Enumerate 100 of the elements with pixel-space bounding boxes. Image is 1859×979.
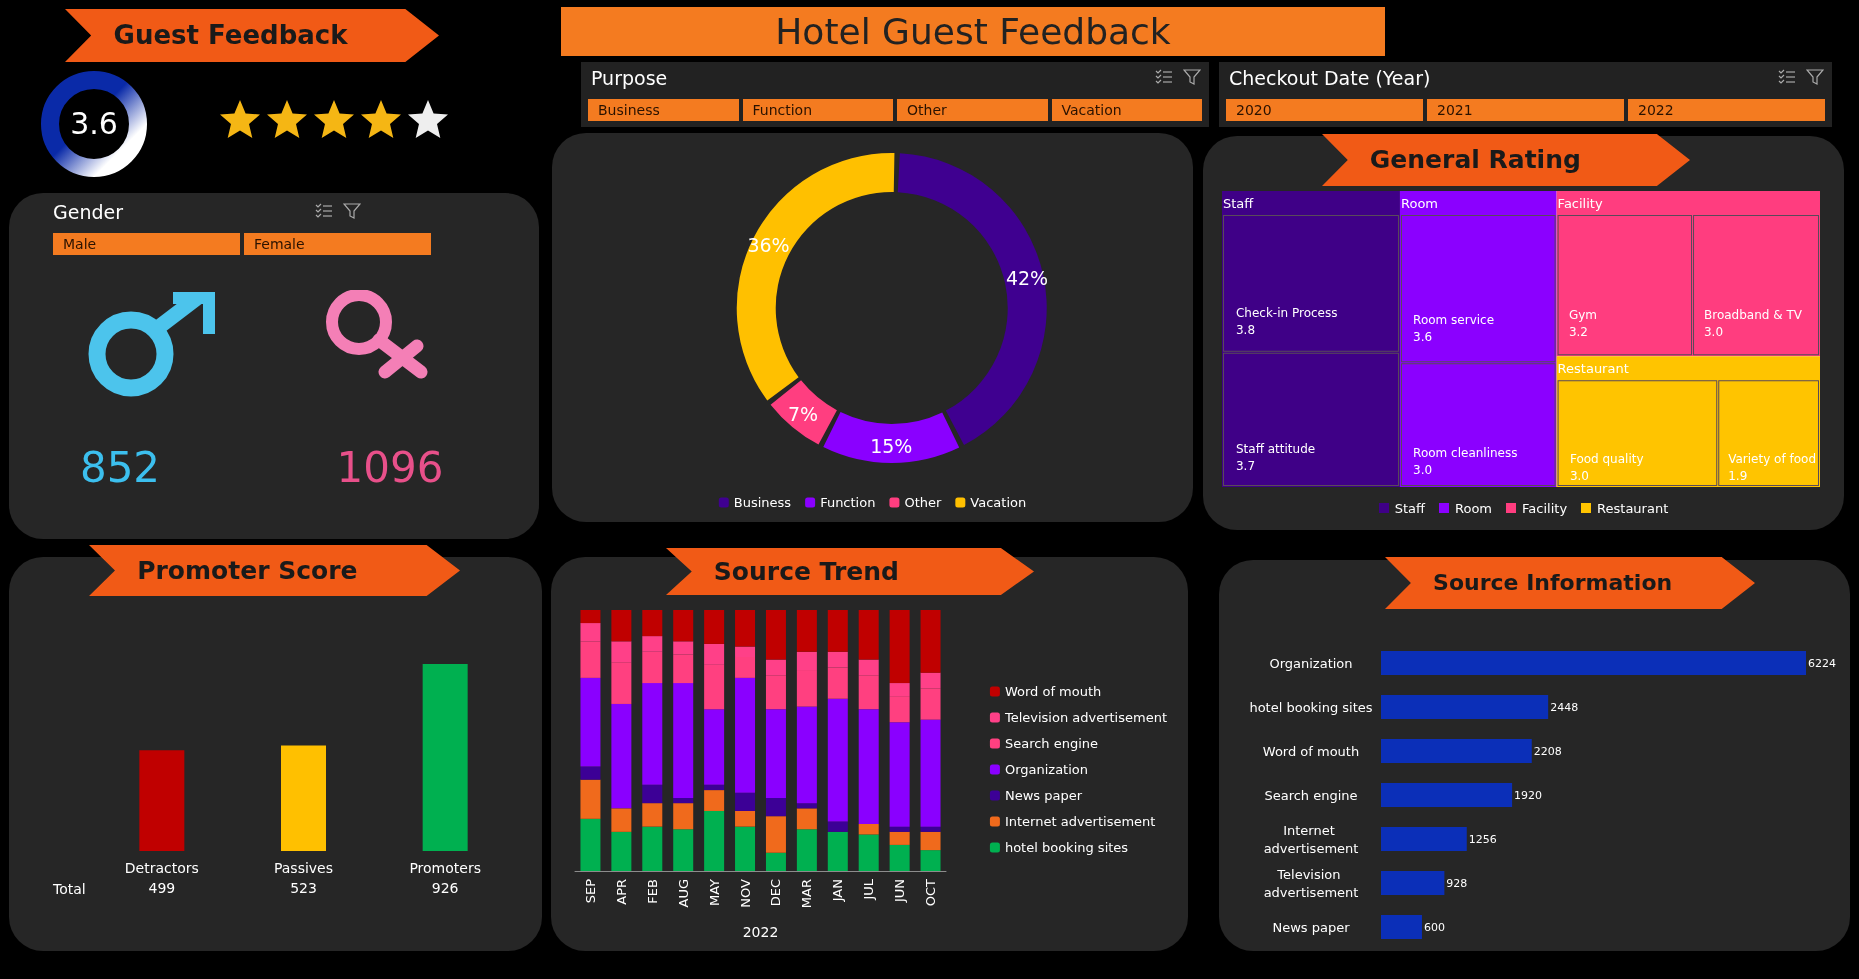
text: Gender bbox=[53, 201, 124, 223]
bar bbox=[704, 709, 725, 785]
bar bbox=[765, 816, 786, 853]
bar bbox=[580, 779, 601, 819]
text: Business bbox=[588, 99, 739, 121]
legend-label: Search engine bbox=[1004, 736, 1099, 751]
bar bbox=[704, 790, 725, 811]
x-tick-label: NOV bbox=[737, 878, 753, 908]
data-label: 3.7 bbox=[1235, 458, 1256, 473]
bar bbox=[735, 610, 756, 647]
y-tick-label: Internet advertisement bbox=[1263, 822, 1359, 856]
bar bbox=[920, 831, 941, 851]
x-tick-label: OCT bbox=[923, 878, 939, 907]
bar bbox=[765, 797, 786, 817]
legend-label: Vacation bbox=[970, 495, 1027, 510]
text: Guest Feedback bbox=[113, 19, 348, 52]
chart-title: Source Trend bbox=[713, 556, 899, 588]
bar bbox=[642, 610, 663, 637]
data-label: 499 bbox=[148, 880, 176, 896]
legend-label: hotel booking sites bbox=[1004, 840, 1129, 855]
chart-title: Promoter Score bbox=[137, 555, 358, 587]
legend-label: Television advertisement bbox=[1003, 710, 1168, 725]
bar bbox=[858, 824, 879, 835]
bar bbox=[642, 826, 663, 871]
data-label: 3.6 bbox=[1413, 329, 1433, 344]
bar bbox=[920, 826, 941, 832]
text: Total bbox=[53, 881, 86, 897]
bar bbox=[580, 610, 601, 624]
data-label: 1256 bbox=[1468, 832, 1497, 846]
bar bbox=[765, 852, 786, 871]
bar bbox=[611, 831, 632, 871]
x-tick-label: MAY bbox=[706, 878, 722, 907]
bar bbox=[611, 703, 632, 809]
text: Room bbox=[1400, 195, 1439, 211]
text: 2020 bbox=[1226, 99, 1423, 121]
chart-title: Source Information bbox=[1433, 569, 1673, 597]
x-tick-label: DEC bbox=[768, 879, 784, 907]
legend-label: Function bbox=[820, 495, 876, 510]
y-tick-label: hotel booking sites bbox=[1249, 699, 1373, 715]
data-label: 2448 bbox=[1550, 700, 1579, 714]
bar bbox=[858, 834, 879, 871]
bar bbox=[1381, 783, 1513, 807]
bar bbox=[765, 610, 786, 660]
category-label: Food quality bbox=[1569, 452, 1644, 467]
bar bbox=[1381, 915, 1422, 939]
bar bbox=[735, 792, 756, 811]
text: 1096 bbox=[335, 443, 445, 492]
bar bbox=[1381, 871, 1445, 895]
bar bbox=[920, 719, 941, 827]
data-label: 7% bbox=[788, 403, 819, 426]
x-tick-label: Detractors bbox=[124, 860, 199, 876]
category-label: Room cleanliness bbox=[1413, 445, 1518, 460]
bar bbox=[827, 610, 848, 652]
legend-label: Staff bbox=[1394, 501, 1426, 516]
text: 2021 bbox=[1427, 99, 1624, 121]
category-label: Room service bbox=[1413, 312, 1495, 327]
bar bbox=[673, 610, 694, 642]
legend-label: Other bbox=[904, 495, 942, 510]
bar bbox=[796, 610, 817, 652]
bar bbox=[1381, 739, 1532, 763]
text: Purpose bbox=[591, 67, 668, 89]
legend-label: Room bbox=[1455, 501, 1493, 516]
bar bbox=[735, 677, 756, 793]
bar bbox=[642, 683, 663, 785]
data-label: 3.2 bbox=[1568, 325, 1588, 340]
bar bbox=[827, 698, 848, 822]
bar bbox=[735, 810, 756, 827]
bar bbox=[1381, 695, 1549, 719]
text: Male bbox=[53, 233, 240, 255]
x-tick-label: FEB bbox=[644, 879, 660, 904]
text: Female bbox=[244, 233, 431, 255]
x-tick-label: JUN bbox=[892, 879, 908, 904]
legend-label: Internet advertisement bbox=[1004, 814, 1156, 829]
bar bbox=[920, 850, 941, 871]
text: Hotel Guest Feedback bbox=[561, 7, 1385, 56]
text: Facility bbox=[1557, 195, 1603, 211]
x-tick-label: JUL bbox=[861, 878, 877, 901]
x-axis-title: 2022 bbox=[742, 924, 779, 940]
bar bbox=[704, 784, 725, 791]
bar bbox=[827, 821, 848, 832]
data-label: 3.0 bbox=[1569, 469, 1589, 484]
bar bbox=[642, 784, 663, 804]
x-tick-label: Passives bbox=[273, 860, 334, 876]
bar bbox=[858, 610, 879, 660]
x-tick-label: APR bbox=[613, 879, 629, 905]
text: Staff bbox=[1223, 195, 1254, 211]
text: 852 bbox=[78, 443, 162, 492]
bar bbox=[673, 829, 694, 871]
bar bbox=[889, 826, 910, 832]
text: 2022 bbox=[1628, 99, 1825, 121]
legend-label: Organization bbox=[1004, 762, 1089, 777]
category-label: Check-in Process bbox=[1235, 306, 1338, 321]
bar bbox=[580, 818, 601, 871]
text: Vacation bbox=[1051, 99, 1202, 121]
y-tick-label: Search engine bbox=[1264, 787, 1358, 803]
data-label: 36% bbox=[747, 233, 790, 256]
bar bbox=[580, 677, 601, 767]
data-label: 1.9 bbox=[1728, 469, 1748, 484]
bar bbox=[580, 766, 601, 780]
bar bbox=[796, 706, 817, 804]
